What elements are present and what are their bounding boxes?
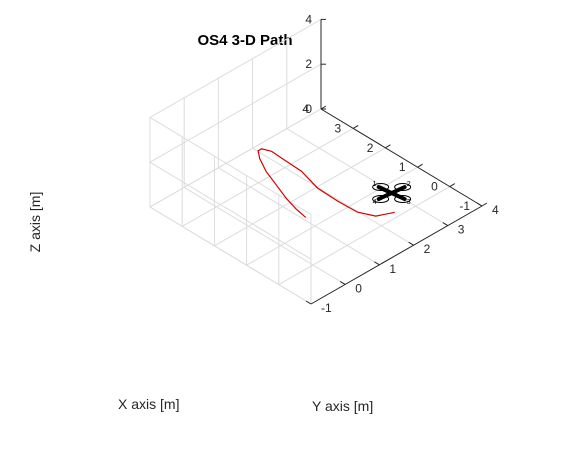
y-tick-label: 0 bbox=[355, 281, 362, 295]
y-tick-label: 4 bbox=[492, 203, 499, 217]
rotor-label: 2 bbox=[407, 181, 411, 188]
y-tick-label: 2 bbox=[424, 242, 431, 256]
y-tick-label: 3 bbox=[458, 223, 465, 237]
x-tick-mark bbox=[352, 124, 359, 129]
floor-gridline-x bbox=[181, 127, 354, 227]
y-axis-label: Y axis [m] bbox=[312, 398, 373, 414]
wall-gridline-z bbox=[149, 161, 312, 260]
rotor-label: 1 bbox=[373, 181, 377, 188]
x-tick-mark bbox=[385, 144, 391, 149]
series-layer bbox=[257, 148, 395, 218]
x-tick-mark bbox=[481, 202, 488, 207]
floor-gridline-x bbox=[278, 186, 451, 286]
wall-gridline-z bbox=[149, 63, 322, 163]
grid bbox=[149, 18, 483, 305]
rotor-label: 3 bbox=[407, 199, 411, 206]
y-axis-line bbox=[310, 205, 483, 305]
y-tick-label: 1 bbox=[389, 262, 396, 276]
z-tick-label: 4 bbox=[305, 12, 312, 26]
z-tick-label: 0 bbox=[305, 102, 312, 116]
rotor bbox=[394, 195, 412, 204]
rotor bbox=[394, 183, 412, 192]
wall-gridline-z bbox=[149, 206, 312, 305]
x-axis-label: X axis [m] bbox=[118, 396, 179, 412]
x-tick-mark bbox=[449, 183, 456, 188]
x-tick-label: 4 bbox=[302, 102, 309, 116]
z-axis-label: Z axis [m] bbox=[27, 192, 43, 253]
y-tick-mark bbox=[476, 202, 483, 207]
wall-gridline-z bbox=[149, 116, 312, 215]
floor-gridline-y bbox=[286, 128, 449, 227]
y-tick-mark bbox=[339, 280, 346, 285]
chart-title: OS4 3-D Path bbox=[197, 32, 292, 49]
wall-gridline-z bbox=[149, 108, 322, 208]
x-tick-mark bbox=[417, 163, 423, 168]
drone-arm bbox=[376, 185, 407, 202]
wall-gridline-z bbox=[149, 18, 322, 118]
x-tick-label: 3 bbox=[335, 121, 342, 135]
x-tick-label: -1 bbox=[459, 199, 470, 213]
x-tick-label: 2 bbox=[367, 141, 374, 155]
axes bbox=[305, 18, 488, 305]
y-tick-mark bbox=[408, 241, 414, 246]
floor-gridline-y bbox=[252, 147, 414, 246]
floor-gridline-y bbox=[183, 186, 346, 285]
quadrotor-icon: 1 2 3 4 bbox=[372, 181, 412, 206]
rotor bbox=[372, 195, 390, 204]
floor-gridline-y bbox=[218, 167, 380, 266]
rotor-label: 4 bbox=[373, 199, 377, 206]
y-tick-label: -1 bbox=[321, 301, 332, 315]
z-tick-label: 2 bbox=[305, 57, 312, 71]
x-axis-line bbox=[320, 108, 483, 207]
x-tick-label: 1 bbox=[399, 160, 406, 174]
y-tick-mark bbox=[305, 300, 312, 305]
y-tick-mark bbox=[442, 222, 449, 227]
flight-path-line bbox=[257, 148, 395, 218]
floor-gridline-x bbox=[246, 166, 418, 266]
floor-gridline-x bbox=[214, 147, 386, 247]
rotor bbox=[372, 183, 390, 192]
y-tick-mark bbox=[374, 261, 380, 266]
x-tick-label: 0 bbox=[431, 180, 438, 194]
